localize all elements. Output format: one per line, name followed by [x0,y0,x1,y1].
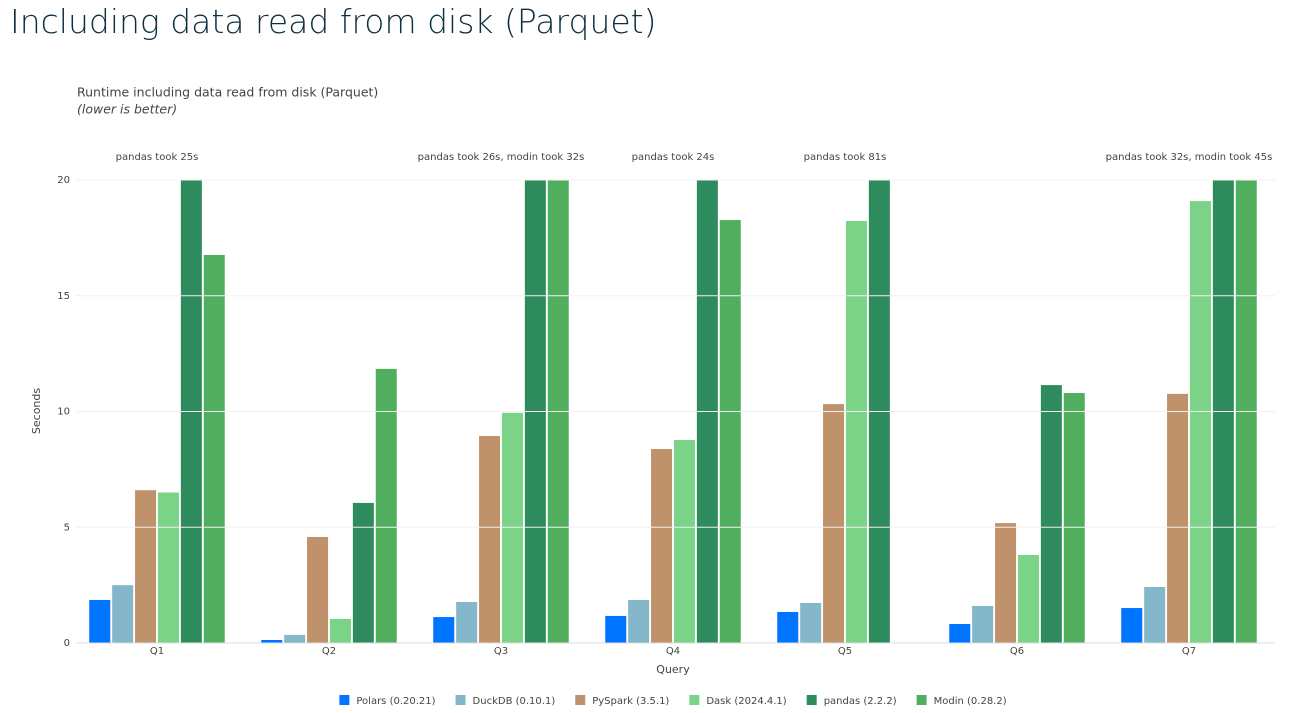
bar [479,436,501,643]
annotation: pandas took 25s [116,152,199,163]
bar [1235,180,1257,643]
bar [628,599,650,643]
bar [800,602,822,643]
bar [719,220,741,643]
y-axis-title: Seconds [30,388,43,434]
bar [673,439,695,643]
y-tick-label: 20 [57,175,70,186]
bar [261,639,283,643]
x-tick-label: Q7 [1182,646,1196,657]
bar [949,624,971,643]
legend-swatch [806,695,817,705]
bar [329,618,351,643]
bar [777,611,799,643]
bar [1144,586,1166,643]
bar [1063,392,1085,643]
bar [352,502,374,643]
bar [112,585,134,643]
y-tick-label: 5 [64,522,70,533]
bar [307,536,329,643]
x-tick-label: Q3 [494,646,508,657]
bar [651,449,673,643]
y-tick-label: 10 [57,407,70,418]
annotation: pandas took 81s [804,152,887,163]
x-tick-label: Q6 [1010,646,1024,657]
bar [1167,393,1189,643]
x-tick-label: Q2 [322,646,336,657]
annotation: pandas took 32s, modin took 45s [1106,152,1273,163]
legend-swatch [339,695,350,705]
bar [696,180,718,643]
bar [284,634,306,643]
page-title: Including data read from disk (Parquet) [10,2,657,41]
bar [995,523,1017,643]
x-tick-label: Q5 [838,646,852,657]
bar [845,220,867,643]
legend: Polars (0.20.21) DuckDB (0.10.1) PySpark (… [339,695,1007,707]
bar [501,412,523,643]
chart-subtitle: (lower is better) [77,102,177,117]
chart-title: Runtime including data read from disk (P… [77,85,378,100]
bar [456,602,478,643]
legend-swatch [689,695,700,705]
legend-label: pandas (2.2.2) [824,696,897,707]
bar [1189,201,1211,643]
bar [1121,608,1143,643]
bar [1212,180,1234,643]
bar [157,492,179,643]
legend-label: Dask (2024.4.1) [706,696,786,707]
bar [375,368,397,643]
bar [1040,385,1062,643]
bar [203,255,225,644]
bar [823,404,845,643]
x-tick-label: Q1 [150,646,164,657]
legend-swatch [455,695,466,705]
legend-swatch [575,695,586,705]
x-axis-title: Query [656,663,690,676]
bar [605,615,627,643]
y-tick-label: 15 [57,291,70,302]
bar [868,180,890,643]
legend-label: DuckDB (0.10.1) [473,696,556,707]
legend-swatch [916,695,927,705]
bar [547,180,569,643]
legend-label: Modin (0.28.2) [934,696,1007,707]
annotation: pandas took 24s [632,152,715,163]
bar [972,605,994,643]
x-tick-label: Q4 [666,646,680,657]
bar [1017,555,1039,643]
legend-label: PySpark (3.5.1) [592,696,669,707]
legend-label: Polars (0.20.21) [356,696,435,707]
annotation: pandas took 26s, modin took 32s [418,152,585,163]
bar [135,490,157,643]
y-tick-label: 0 [64,638,70,649]
bar [524,180,546,644]
bar [89,599,111,643]
bar [433,617,455,643]
